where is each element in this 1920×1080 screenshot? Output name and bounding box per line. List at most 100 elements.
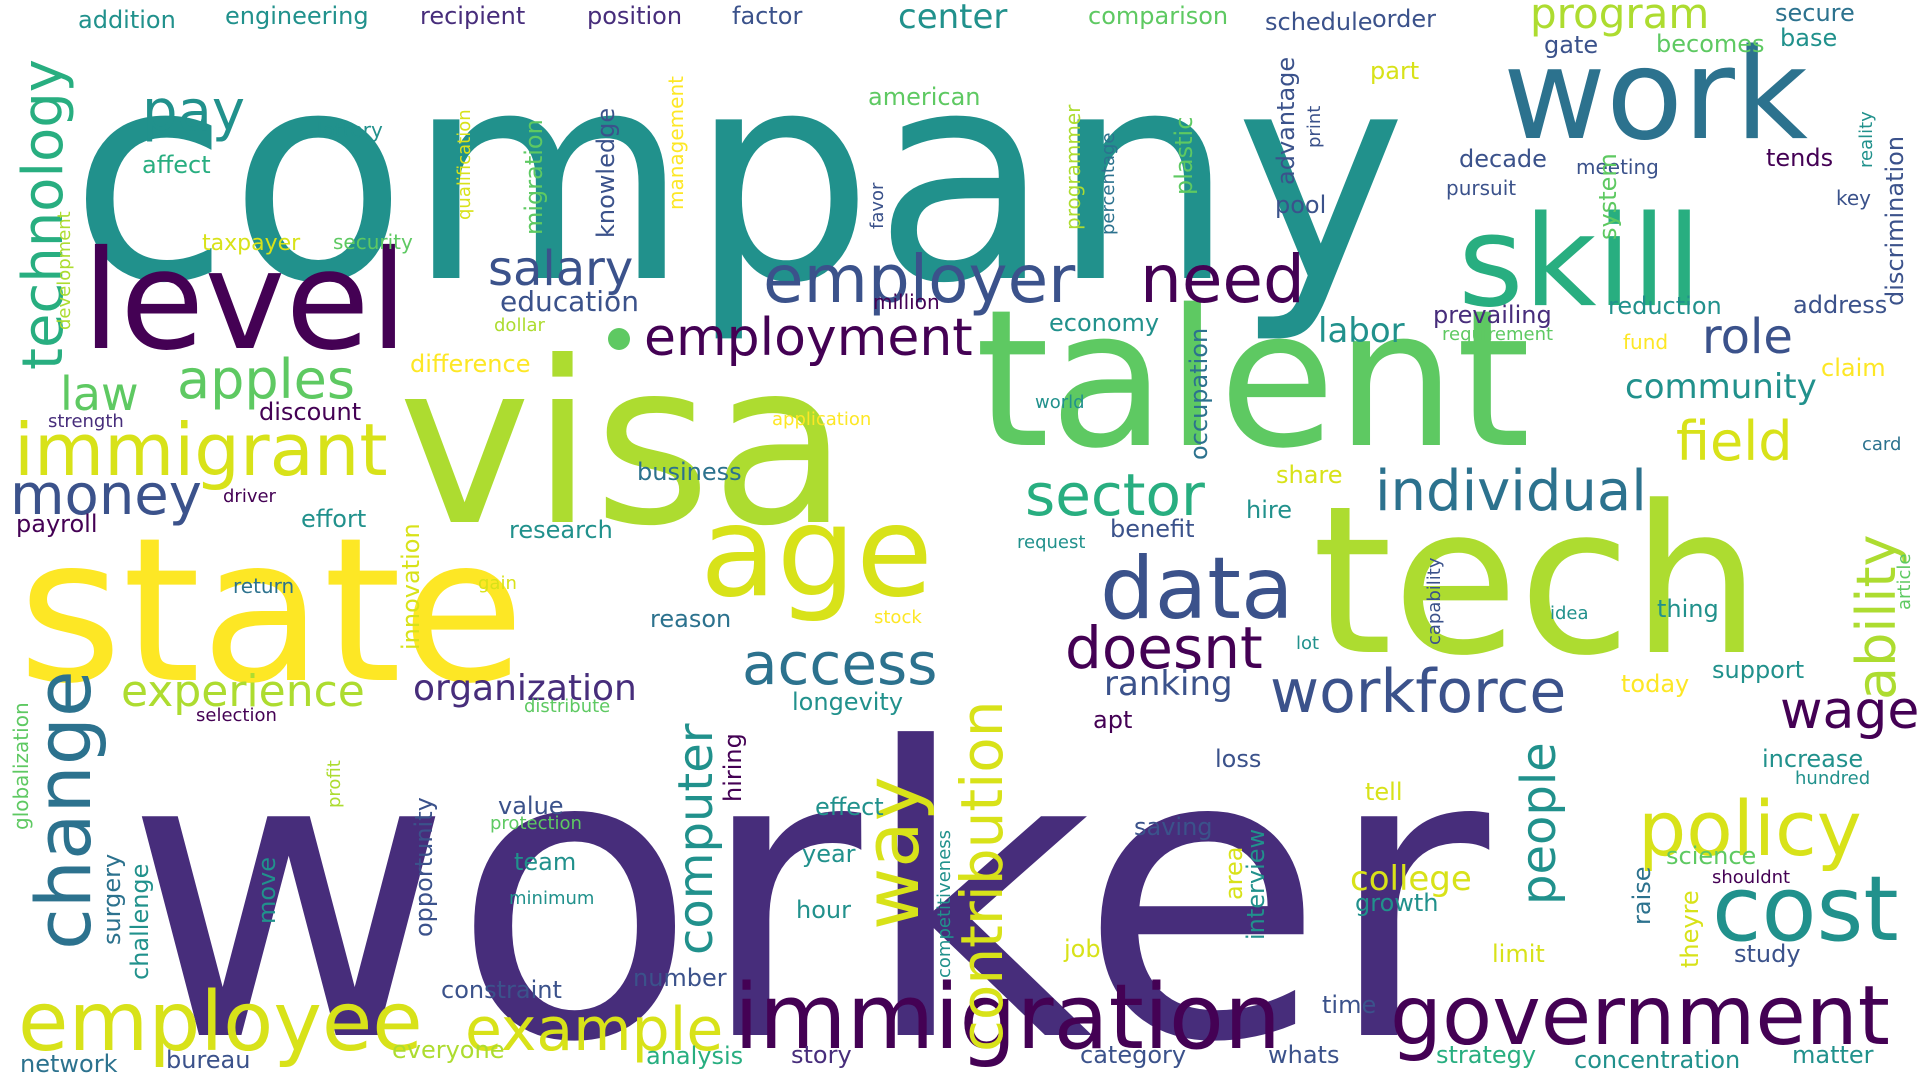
word-profit: profit (324, 760, 345, 808)
word-requirement: requirement (1442, 324, 1553, 345)
word-field: field (1676, 410, 1793, 473)
word-program: program (1530, 0, 1709, 38)
word-government: government (1390, 969, 1890, 1064)
word-factor: factor (732, 2, 802, 30)
word-theyre: theyre (1676, 890, 1704, 968)
word-fund: fund (1623, 330, 1668, 354)
word-interview: interview (1242, 829, 1270, 940)
word-selection: selection (196, 705, 277, 726)
word-hiring: hiring (719, 733, 747, 802)
word-ability: ability (1845, 534, 1908, 700)
word-application: application (772, 409, 871, 430)
word-million: million (873, 290, 940, 314)
word-prevailing: prevailing (1433, 301, 1552, 329)
word-technology: technology (11, 59, 76, 370)
word-comparison: comparison (1088, 2, 1228, 30)
word-value: value (498, 792, 564, 820)
word-reduction: reduction (1608, 292, 1722, 320)
word-contribution: contribution (948, 700, 1016, 1052)
word-age: age (700, 480, 933, 625)
word-distribute: distribute (524, 696, 610, 717)
word-access: access (742, 630, 937, 698)
word-change: change (19, 670, 108, 950)
word-example: example (465, 995, 723, 1065)
word-surgery: surgery (98, 854, 126, 945)
word-world: world (1035, 392, 1085, 413)
word-loss: loss (1215, 745, 1261, 773)
word-doesnt: doesnt (1065, 614, 1263, 682)
word-pay: pay (142, 79, 245, 144)
word-network: network (20, 1050, 118, 1078)
word-globalization: globalization (9, 702, 33, 830)
word-print: print (1304, 106, 1325, 148)
word-pursuit: pursuit (1446, 176, 1516, 200)
word-research: research (509, 516, 613, 544)
word-development: development (54, 211, 75, 330)
word-address: address (1793, 291, 1887, 319)
word-concentration: concentration (1574, 1046, 1740, 1074)
word-driver: driver (223, 486, 277, 507)
word-sector: sector (1025, 461, 1205, 529)
word-category: category (1080, 1041, 1186, 1069)
word-decade: decade (1459, 145, 1547, 173)
word-protection: protection (490, 813, 582, 834)
word-strategy: strategy (1436, 1041, 1536, 1069)
word-education: education (500, 285, 639, 318)
word-analysis: analysis (646, 1042, 743, 1070)
word-support: support (1712, 656, 1804, 684)
word-security: security (333, 230, 413, 254)
word-knowledge: knowledge (592, 108, 620, 238)
word-lottery: lottery (317, 118, 383, 142)
word-limit: limit (1492, 940, 1545, 968)
word-recipient: recipient (420, 2, 525, 30)
word-hundred: hundred (1795, 768, 1870, 789)
word-minimum: minimum (509, 888, 594, 909)
word-programmer: programmer (1061, 104, 1085, 230)
word-thing: thing (1657, 595, 1719, 623)
word-migration: migration (520, 119, 548, 235)
word-meeting: meeting (1576, 155, 1659, 179)
word-apt: apt (1093, 706, 1132, 734)
word-economy: economy (1049, 309, 1159, 337)
word-reality: reality (1856, 111, 1877, 168)
word-shouldnt: shouldnt (1712, 867, 1790, 888)
word-level: level (82, 222, 408, 381)
word-time: time (1322, 991, 1376, 1019)
word-matter: matter (1792, 1041, 1874, 1069)
word-science: science (1666, 842, 1756, 870)
word-everyone: everyone (392, 1036, 504, 1064)
word-affect: affect (142, 151, 211, 179)
word-individual: individual (1375, 459, 1647, 524)
word-skill: skill (1458, 188, 1702, 335)
word-need: need (1140, 241, 1305, 318)
word-percentage: percentage (1098, 133, 1119, 235)
word-study: study (1734, 940, 1801, 968)
word-job: job (1063, 935, 1101, 963)
word-return: return (233, 574, 294, 598)
word-center: center (898, 0, 1007, 37)
word-pool: pool (1275, 191, 1326, 219)
word-secure: secure (1775, 0, 1855, 27)
word-reason: reason (650, 605, 731, 633)
word-request: request (1017, 532, 1085, 553)
word-management: management (664, 76, 688, 210)
word-qualification: qualification (454, 109, 475, 220)
word-american: american (868, 83, 981, 111)
word-benefit: benefit (1110, 515, 1195, 543)
word-whats: whats (1268, 1041, 1339, 1069)
word-key: key (1836, 186, 1871, 210)
word-organization: organization (413, 668, 637, 709)
word-team: team (514, 848, 576, 876)
word-occupation: occupation (1185, 328, 1213, 460)
word-claim: claim (1821, 354, 1886, 382)
word-plastic: plastic (1170, 117, 1198, 195)
word-addition: addition (78, 6, 176, 34)
word-employer: employer (763, 241, 1076, 318)
word-longevity: longevity (792, 688, 903, 716)
word-hire: hire (1246, 496, 1292, 524)
word-immigrant: immigrant (14, 408, 388, 492)
word-payroll: payroll (16, 510, 98, 538)
word-money: money (10, 463, 202, 528)
word-data: data (1100, 539, 1294, 639)
word-visa: visa (398, 314, 849, 576)
